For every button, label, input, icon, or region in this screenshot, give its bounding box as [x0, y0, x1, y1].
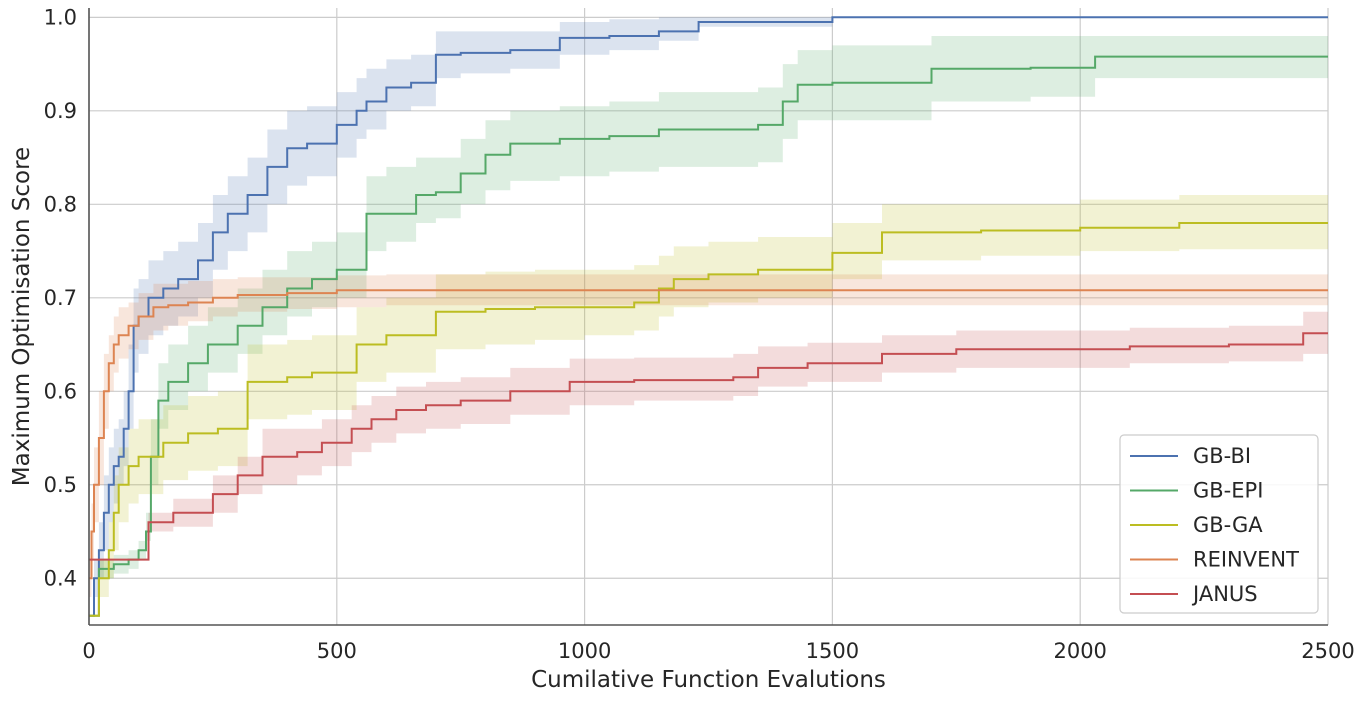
x-axis-title: Cumilative Function Evalutions — [531, 667, 886, 693]
series-line-gb-ga — [89, 222, 1328, 617]
confidence-bands — [89, 17, 1328, 616]
y-tick-label: 0.6 — [44, 379, 77, 403]
x-tick-label: 0 — [82, 639, 95, 663]
x-tick-label: 1000 — [558, 639, 611, 663]
band-gb-ga — [89, 195, 1328, 616]
axes — [88, 8, 1328, 626]
y-axis-ticks: 0.4 0.5 0.6 0.7 0.8 0.9 1.0 — [44, 5, 77, 590]
y-tick-label: 0.7 — [44, 286, 77, 310]
band-janus — [89, 311, 1328, 560]
series-line-gb-bi — [89, 16, 1328, 617]
y-tick-label: 0.9 — [44, 99, 77, 123]
x-tick-label: 1500 — [806, 639, 859, 663]
y-tick-label: 0.4 — [44, 566, 77, 590]
legend: GB-BI GB-EPI GB-GA REINVENT JANUS — [1119, 434, 1319, 614]
band-reinvent — [89, 274, 1328, 597]
x-tick-label: 2000 — [1053, 639, 1106, 663]
legend-label: REINVENT — [1193, 548, 1299, 572]
series-line-gb-epi — [89, 55, 1328, 617]
x-tick-label: 500 — [317, 639, 357, 663]
band-gb-epi — [89, 36, 1328, 616]
series-lines — [89, 16, 1328, 617]
legend-label: GB-GA — [1193, 513, 1263, 537]
x-tick-label: 2500 — [1301, 639, 1354, 663]
legend-label: JANUS — [1191, 582, 1258, 606]
legend-box — [1119, 434, 1319, 614]
legend-label: GB-EPI — [1193, 479, 1263, 503]
y-tick-label: 1.0 — [44, 5, 77, 29]
legend-label: GB-BI — [1193, 444, 1251, 468]
y-axis-title: Maximum Optimisation Score — [9, 147, 35, 486]
y-tick-label: 0.5 — [44, 473, 77, 497]
x-axis-ticks: 0 500 1000 1500 2000 2500 — [82, 639, 1354, 663]
series-line-reinvent — [89, 289, 1328, 580]
series-line-janus — [89, 332, 1328, 561]
y-tick-label: 0.8 — [44, 192, 77, 216]
